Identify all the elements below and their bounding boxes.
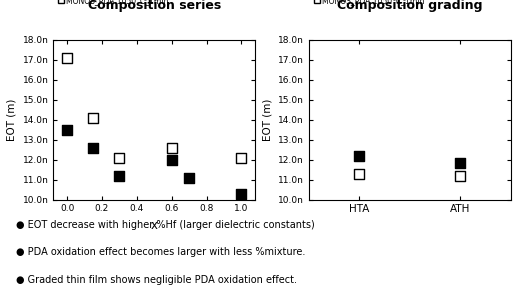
Title: Composition series: Composition series — [88, 0, 221, 12]
X-axis label: x: x — [151, 219, 158, 232]
Point — [185, 175, 194, 180]
Text: ● PDA oxidation effect becomes larger with less %mixture.: ● PDA oxidation effect becomes larger wi… — [16, 247, 305, 257]
Text: ● Graded thin film shows negligible PDA oxidation effect.: ● Graded thin film shows negligible PDA … — [16, 275, 297, 285]
Point — [63, 127, 71, 132]
Point — [355, 171, 363, 176]
Y-axis label: EOT (m): EOT (m) — [7, 99, 17, 141]
Text: ● EOT decrease with higher %Hf (larger dielectric constants): ● EOT decrease with higher %Hf (larger d… — [16, 220, 315, 230]
Point — [355, 153, 363, 158]
Point — [237, 191, 246, 196]
Point — [89, 115, 97, 120]
Point — [168, 145, 176, 150]
Point — [115, 155, 123, 160]
Point — [168, 157, 176, 162]
Legend: MONOS_as dep, MONOS_PDA 1050°C_1min: MONOS_as dep, MONOS_PDA 1050°C_1min — [312, 0, 426, 6]
Point — [63, 55, 71, 60]
Point — [89, 145, 97, 150]
Point — [115, 173, 123, 178]
Point — [237, 155, 246, 160]
Point — [456, 173, 464, 178]
Point — [456, 160, 464, 165]
Legend: MONOS_as dep, MONOS_PDA 1050°C_1min: MONOS_as dep, MONOS_PDA 1050°C_1min — [57, 0, 170, 6]
Y-axis label: EOT (m): EOT (m) — [262, 99, 272, 141]
Title: Composition grading: Composition grading — [337, 0, 483, 12]
